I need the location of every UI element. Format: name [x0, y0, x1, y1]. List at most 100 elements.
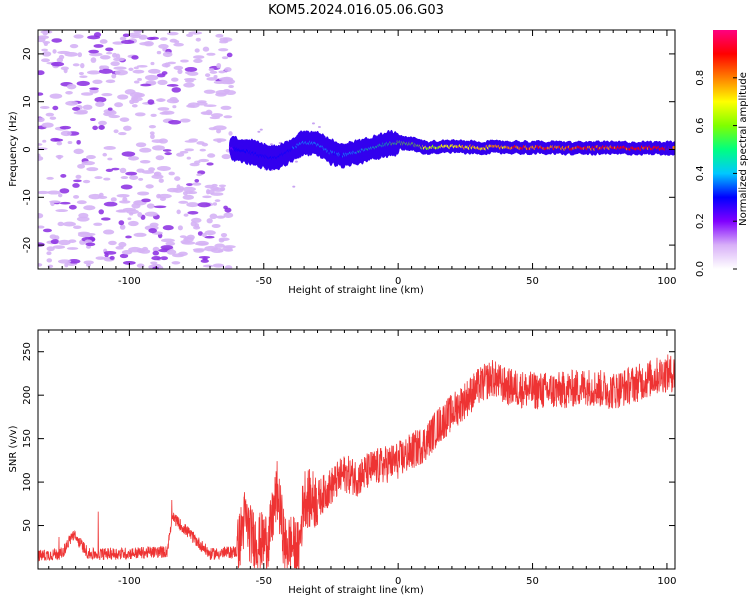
- noise-speckle: [178, 200, 189, 204]
- noise-speckle: [77, 163, 86, 169]
- noise-speckle: [294, 160, 298, 163]
- noise-speckle: [38, 155, 44, 161]
- noise-speckle: [197, 231, 203, 236]
- noise-speckle: [269, 143, 273, 146]
- snr-axes: -100 -50 0 50 100 50 100 150 200 250: [22, 330, 676, 587]
- noise-speckle: [180, 239, 191, 244]
- noise-speckle: [148, 82, 156, 85]
- noise-speckle: [77, 232, 91, 238]
- noise-speckle: [152, 250, 160, 256]
- snr-y-axis-label: SNR (v/v): [8, 425, 19, 472]
- noise-speckle: [150, 36, 160, 40]
- noise-speckle: [317, 125, 321, 128]
- noise-speckle: [119, 224, 126, 230]
- colorbar-tick-label: 0.8: [695, 70, 706, 86]
- noise-speckle: [186, 156, 191, 160]
- noise-speckle: [160, 256, 168, 261]
- noise-speckle: [139, 249, 151, 254]
- noise-speckle: [148, 68, 161, 74]
- noise-speckle: [186, 202, 199, 208]
- noise-speckle: [156, 50, 162, 55]
- noise-speckle: [59, 201, 71, 205]
- noise-speckle: [121, 39, 135, 44]
- noise-speckle: [203, 104, 217, 108]
- colorbar-tick-label: 0.2: [695, 213, 706, 229]
- noise-speckle: [162, 225, 174, 231]
- noise-speckle: [168, 119, 182, 125]
- noise-speckle: [134, 112, 146, 117]
- noise-speckle: [173, 42, 184, 47]
- noise-speckle: [119, 117, 130, 122]
- noise-speckle: [72, 63, 80, 67]
- noise-speckle: [151, 174, 164, 179]
- noise-speckle: [228, 131, 233, 136]
- noise-speckle: [38, 35, 50, 40]
- noise-speckle: [173, 65, 184, 71]
- noise-speckle: [82, 179, 91, 184]
- noise-speckle: [72, 183, 80, 188]
- noise-speckle: [56, 141, 63, 146]
- colorbar-tick-label: 0.4: [695, 165, 706, 181]
- noise-speckle: [156, 98, 166, 102]
- noise-speckle: [183, 213, 189, 217]
- noise-speckle: [76, 216, 90, 222]
- noise-speckle: [134, 200, 142, 204]
- noise-speckle: [159, 111, 171, 115]
- noise-speckle: [107, 107, 113, 111]
- colorbar: 0.0 0.2 0.4 0.6 0.8 Normalized spectral ampl…: [695, 30, 749, 277]
- noise-speckle: [118, 220, 125, 226]
- noise-speckle: [78, 212, 89, 219]
- noise-speckle: [177, 69, 183, 75]
- noise-speckle: [205, 189, 211, 195]
- noise-speckle: [60, 173, 67, 178]
- noise-speckle: [257, 130, 261, 133]
- noise-speckle: [178, 251, 188, 257]
- noise-speckle: [93, 44, 104, 48]
- noise-speckle: [131, 96, 143, 102]
- snr-y-tick-label: 200: [22, 386, 33, 405]
- noise-speckle: [183, 82, 195, 88]
- noise-speckle: [128, 246, 142, 253]
- noise-speckle: [52, 49, 57, 54]
- noise-speckle: [133, 80, 140, 84]
- noise-speckle: [179, 118, 191, 123]
- snr-series: [38, 354, 675, 569]
- noise-speckle: [102, 229, 115, 235]
- noise-speckle: [220, 81, 233, 85]
- noise-speckle: [132, 69, 145, 74]
- noise-speckle: [186, 183, 194, 186]
- noise-speckle: [105, 110, 117, 116]
- noise-speckle: [46, 176, 54, 180]
- noise-speckle: [292, 185, 296, 188]
- noise-speckle: [122, 260, 136, 265]
- noise-speckle: [218, 70, 226, 74]
- noise-speckle: [197, 202, 211, 208]
- noise-speckle: [90, 57, 97, 63]
- noise-speckle: [180, 59, 189, 63]
- noise-speckle: [42, 30, 49, 36]
- noise-speckle: [171, 261, 181, 265]
- noise-speckle: [98, 68, 113, 74]
- noise-speckle: [179, 235, 187, 239]
- noise-speckle: [158, 44, 169, 49]
- noise-speckle: [48, 200, 61, 204]
- noise-speckle: [94, 96, 107, 103]
- noise-speckle: [212, 138, 227, 142]
- noise-speckle: [129, 92, 143, 98]
- noise-speckle: [211, 223, 221, 228]
- noise-speckle: [41, 122, 54, 128]
- noise-speckle: [79, 75, 88, 79]
- noise-speckle: [150, 133, 155, 140]
- noise-speckle: [200, 111, 213, 115]
- noise-speckle: [88, 52, 103, 57]
- noise-speckle: [131, 55, 139, 60]
- noise-speckle: [88, 49, 100, 54]
- noise-speckle: [112, 52, 118, 58]
- noise-speckle: [98, 120, 107, 126]
- noise-speckle: [46, 251, 52, 256]
- noise-speckle: [114, 102, 124, 108]
- noise-speckle: [133, 30, 143, 34]
- noise-speckle: [212, 263, 225, 268]
